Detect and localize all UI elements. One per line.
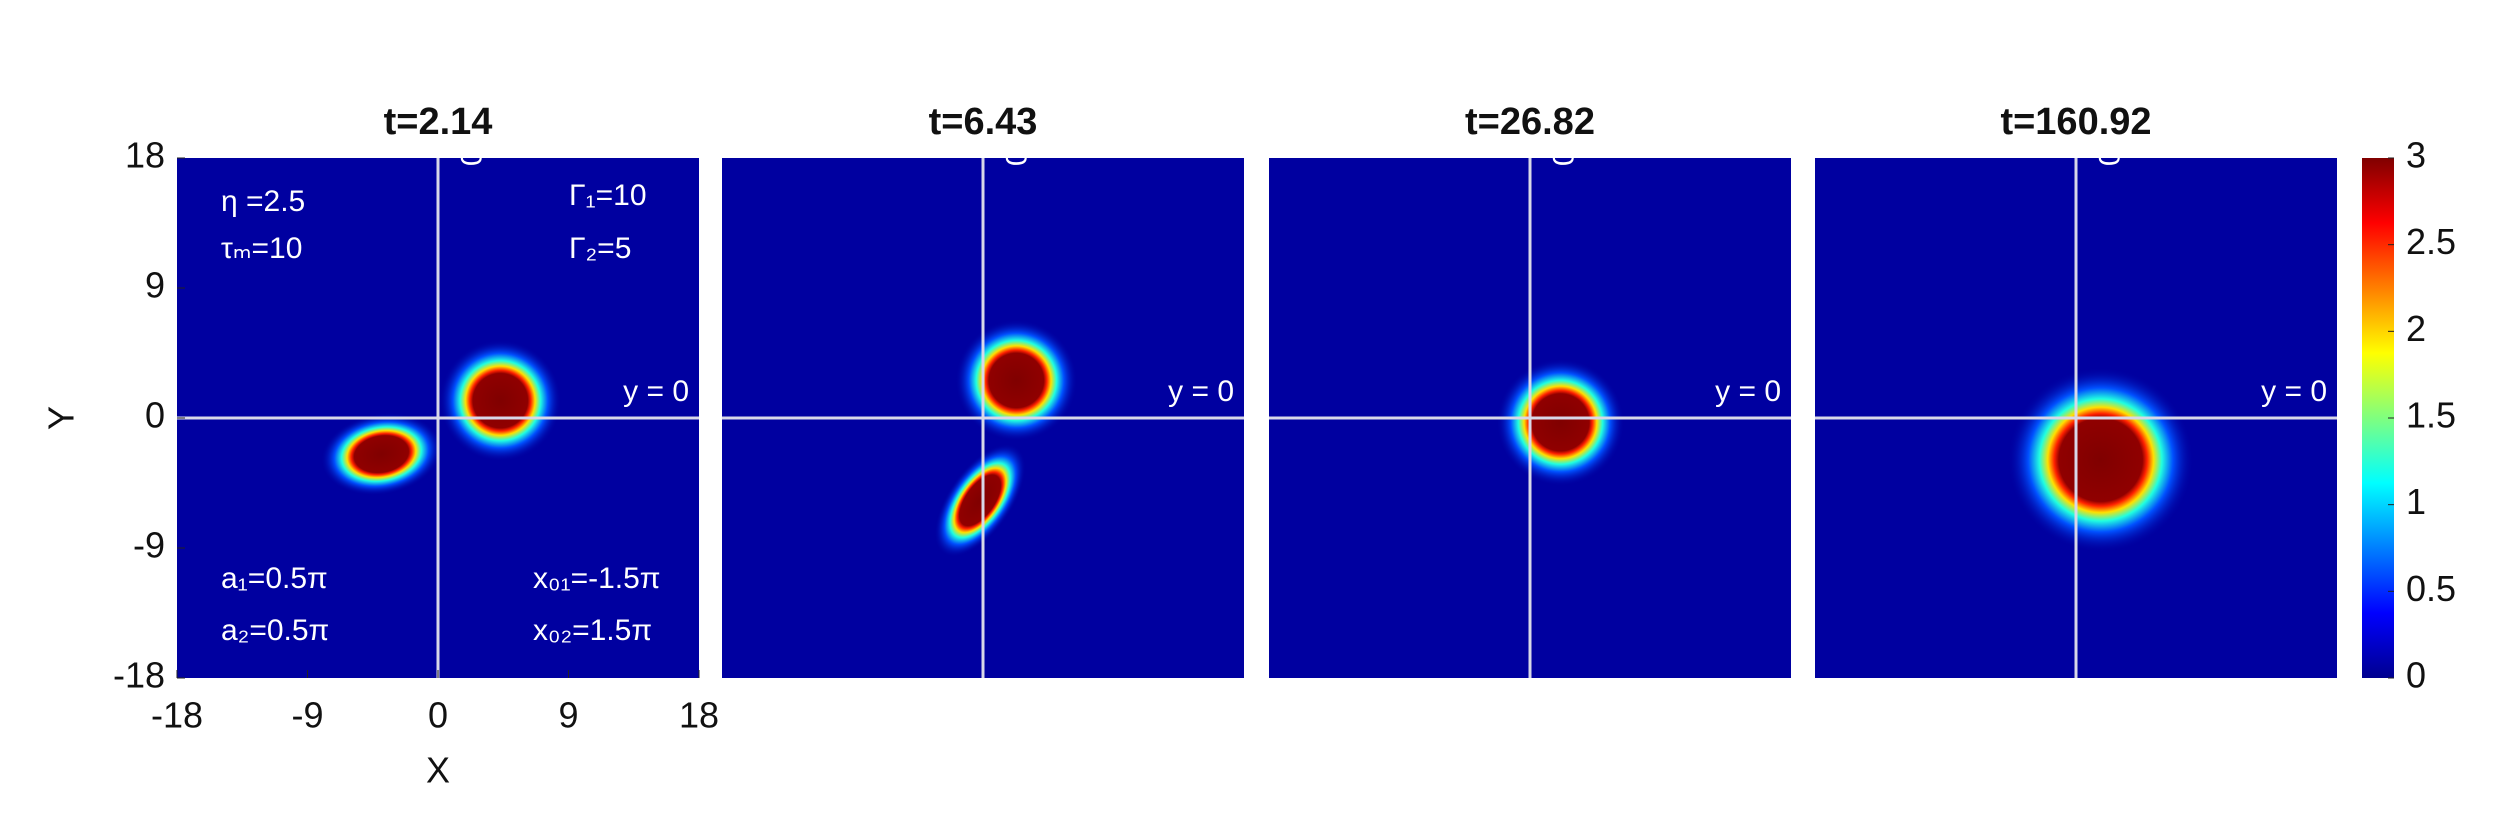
y-tick-label: -18 bbox=[113, 655, 165, 696]
colorbar-tick-label: 2 bbox=[2406, 308, 2426, 349]
colorbar-tick-label: 0 bbox=[2406, 655, 2426, 696]
blob bbox=[2007, 367, 2194, 553]
colorbar-tick-label: 2.5 bbox=[2406, 221, 2456, 262]
line-label: y = 0 bbox=[1168, 375, 1234, 408]
colorbar-tick-label: 0.5 bbox=[2406, 568, 2456, 609]
y-tick-label: -9 bbox=[133, 525, 165, 566]
panel-title: t=6.43 bbox=[929, 101, 1038, 143]
panel-title: t=2.14 bbox=[384, 101, 493, 143]
panel-title: t=26.82 bbox=[1465, 101, 1595, 143]
blob bbox=[321, 412, 442, 496]
y-axis-label: Y bbox=[41, 406, 82, 430]
blob bbox=[934, 443, 1026, 557]
annotation: a₁=0.5π bbox=[221, 562, 328, 595]
colorbar-tick-label: 1.5 bbox=[2406, 395, 2456, 436]
annotation: Γ₂=5 bbox=[569, 232, 631, 265]
line-label: y = 0 bbox=[623, 375, 689, 408]
line-label: x = 0 bbox=[1546, 100, 1579, 166]
blob bbox=[1496, 358, 1625, 486]
annotation: Γ₁=10 bbox=[569, 179, 647, 212]
annotation: x₀₁=-1.5π bbox=[533, 562, 661, 595]
x-tick-label: -9 bbox=[291, 695, 323, 736]
line-label: x = 0 bbox=[454, 100, 487, 166]
annotation: a₂=0.5π bbox=[221, 614, 329, 647]
line-label: y = 0 bbox=[1715, 375, 1781, 408]
y-tick-label: 0 bbox=[145, 395, 165, 436]
x-tick-label: 0 bbox=[428, 695, 448, 736]
x-tick-label: -18 bbox=[151, 695, 203, 736]
line-label: x = 0 bbox=[2092, 100, 2125, 166]
colorbar-tick-label: 1 bbox=[2406, 481, 2426, 522]
y-tick-label: 18 bbox=[125, 135, 165, 176]
line-label: y = 0 bbox=[2261, 375, 2327, 408]
blob bbox=[955, 319, 1078, 442]
x-axis-label: X bbox=[426, 750, 450, 791]
colorbar-tick-label: 3 bbox=[2406, 135, 2426, 176]
annotation: η =2.5 bbox=[221, 185, 305, 218]
panel-title: t=160.92 bbox=[2000, 101, 2151, 143]
x-tick-label: 18 bbox=[679, 695, 719, 736]
annotation: x₀₂=1.5π bbox=[533, 614, 652, 647]
y-tick-label: 9 bbox=[145, 265, 165, 306]
blob bbox=[439, 340, 562, 462]
annotation: τₘ=10 bbox=[221, 232, 302, 265]
line-label: x = 0 bbox=[999, 100, 1032, 166]
x-tick-label: 9 bbox=[558, 695, 578, 736]
